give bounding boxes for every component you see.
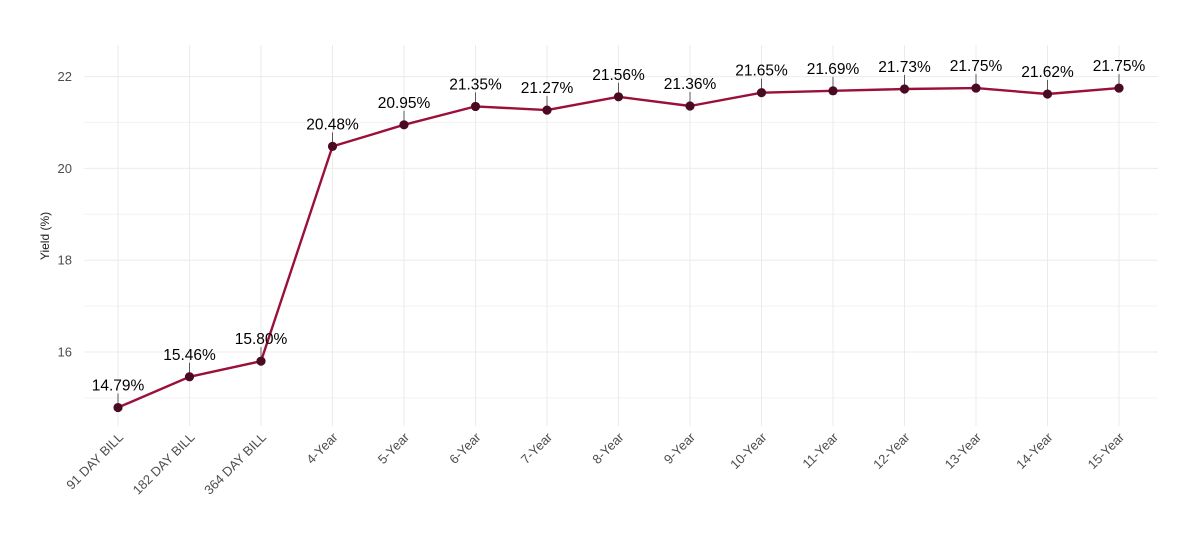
data-label: 21.75% bbox=[950, 58, 1003, 75]
data-point bbox=[1114, 83, 1124, 93]
data-point bbox=[184, 372, 195, 382]
x-tick-label: 182 DAY BILL bbox=[130, 430, 198, 498]
x-tick-label: 6-Year bbox=[446, 429, 484, 467]
data-point bbox=[899, 84, 910, 94]
data-point bbox=[756, 88, 767, 98]
data-label: 21.75% bbox=[1093, 58, 1146, 75]
y-axis-label: Yield (%) bbox=[38, 212, 52, 260]
y-tick-label: 20 bbox=[58, 161, 72, 176]
data-label: 21.65% bbox=[735, 63, 788, 80]
x-tick-label: 5-Year bbox=[375, 429, 413, 467]
data-points bbox=[113, 83, 1124, 413]
x-tick-label: 15-Year bbox=[1085, 429, 1128, 472]
data-point bbox=[685, 101, 695, 111]
x-tick-label: 4-Year bbox=[303, 429, 341, 467]
data-point bbox=[1042, 89, 1053, 99]
data-label: 21.36% bbox=[664, 76, 717, 93]
data-point bbox=[113, 402, 123, 413]
minor-gridlines bbox=[84, 122, 1158, 399]
label-leader-lines bbox=[117, 74, 1120, 404]
x-tick-label: 14-Year bbox=[1013, 429, 1056, 472]
data-label: 14.79% bbox=[92, 378, 145, 395]
x-axis-ticks: 91 DAY BILL 182 DAY BILL 364 DAY BILL 4-Yea… bbox=[63, 429, 1127, 497]
x-tick-label: 13-Year bbox=[942, 429, 985, 472]
data-label: 15.46% bbox=[163, 347, 216, 364]
x-tick-label: 7-Year bbox=[518, 429, 556, 467]
data-point bbox=[828, 86, 838, 96]
y-tick-label: 22 bbox=[58, 69, 72, 84]
x-tick-label: 91 DAY BILL bbox=[63, 430, 126, 493]
data-point bbox=[613, 92, 624, 102]
data-labels: 14.79% 15.46% 15.80% 20.48% 20.95% 21.35% 21.2… bbox=[92, 58, 1146, 394]
x-tick-label: 10-Year bbox=[727, 429, 770, 472]
data-point bbox=[542, 105, 552, 115]
data-label: 20.95% bbox=[378, 95, 431, 112]
data-point bbox=[971, 83, 981, 93]
y-axis-ticks: 16 18 20 22 bbox=[58, 69, 72, 359]
x-tick-label: 12-Year bbox=[870, 429, 913, 472]
data-point bbox=[399, 120, 409, 130]
x-tick-label: 11-Year bbox=[799, 429, 841, 471]
data-point bbox=[470, 101, 481, 112]
data-label: 15.80% bbox=[235, 331, 288, 348]
major-gridlines bbox=[84, 45, 1158, 426]
data-point bbox=[256, 356, 266, 366]
data-label: 21.73% bbox=[878, 59, 931, 76]
data-label: 21.62% bbox=[1021, 64, 1074, 81]
y-tick-label: 18 bbox=[58, 253, 72, 268]
x-tick-label: 9-Year bbox=[661, 429, 699, 467]
data-point bbox=[327, 141, 338, 151]
data-label: 21.56% bbox=[592, 67, 645, 84]
data-label: 20.48% bbox=[306, 116, 359, 133]
y-tick-label: 16 bbox=[58, 345, 72, 360]
x-tick-label: 8-Year bbox=[589, 429, 627, 467]
data-label: 21.35% bbox=[449, 76, 502, 93]
data-label: 21.27% bbox=[521, 80, 574, 97]
x-tick-label: 364 DAY BILL bbox=[201, 430, 269, 498]
data-label: 21.69% bbox=[807, 61, 860, 78]
